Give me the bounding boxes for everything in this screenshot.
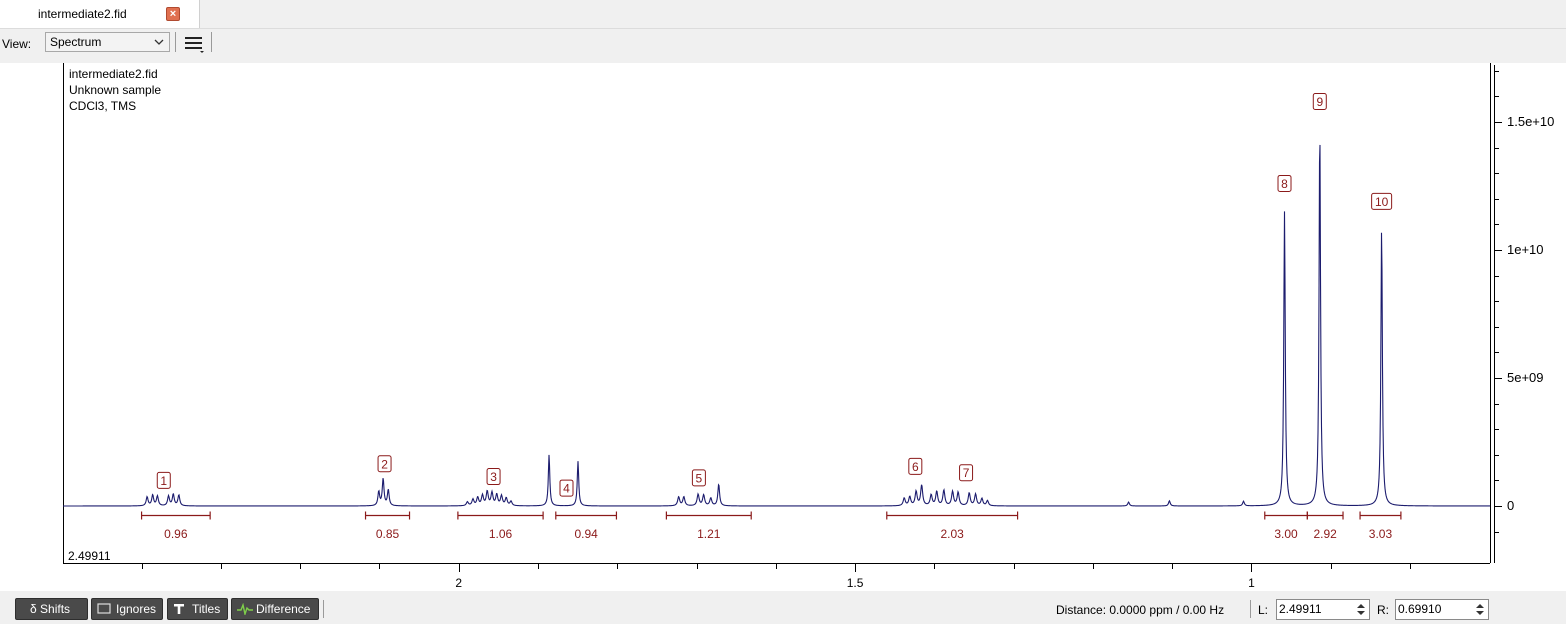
left-limit-spinbox[interactable] [1276,599,1370,620]
integral-value-label: 1.06 [489,527,513,541]
peak-label: 9 [1316,95,1323,109]
view-select[interactable]: Spectrum [45,32,170,52]
chevron-down-icon [154,39,164,45]
difference-button-label: Difference [256,602,311,616]
peak-label-box[interactable] [377,455,392,473]
peak-label-box[interactable] [486,468,501,486]
peak-label-box[interactable] [156,471,171,489]
peak-label: 6 [912,460,919,474]
sample-description: Unknown sample [69,83,162,97]
shifts-button[interactable]: δ Shifts [15,598,88,620]
titles-button[interactable]: Titles [167,598,228,620]
peak-label-box[interactable] [908,457,923,475]
x-tick-label: 1.5 [847,576,864,590]
peak-label-box[interactable] [959,464,974,482]
integral-value-label: 1.21 [697,527,721,541]
peak-label-box[interactable] [1371,192,1393,210]
peak-label: 4 [563,482,570,496]
peak-label: 8 [1281,177,1288,191]
peak-label: 10 [1375,195,1389,209]
view-label: View: [2,37,32,51]
status-bar: δ Shifts Ignores Titles Difference Dista… [0,592,1566,624]
peak-label: 5 [696,471,703,485]
y-tick-label: 5e+09 [1507,370,1544,385]
range-left-readout: 2.49911 [68,549,111,563]
integral-value-label: 2.92 [1314,527,1338,541]
spin-arrows-icon[interactable] [1354,601,1368,618]
integral-value-label: 3.00 [1274,527,1298,541]
ignores-button-label: Ignores [116,602,157,616]
peak-label: 7 [963,466,970,480]
tab-title: intermediate2.fid [38,7,127,21]
tab-bar: intermediate2.fid × [0,0,1566,29]
hamburger-menu-button[interactable] [181,32,207,54]
peak-label-box[interactable] [1312,93,1327,111]
spectrum-trace [63,144,1490,507]
spectrum-chart[interactable]: 2 1.5 1 1.5e+10 1e+10 5e+09 0 0.96 0.85 1.06 0.94 1… [0,63,1566,591]
spin-arrows-icon[interactable] [1473,601,1487,618]
integral-value-label: 2.03 [941,527,965,541]
distance-readout: Distance: 0.0000 ppm / 0.00 Hz [1056,603,1225,617]
integral-value-label: 0.94 [574,527,598,541]
y-tick-label: 1e+10 [1507,242,1544,257]
left-limit-input[interactable] [1279,601,1353,617]
toolbar: View: Spectrum [0,29,1566,58]
peak-label-box[interactable] [1277,174,1292,192]
hamburger-menu-icon [185,37,204,53]
sample-info: intermediate2.fid Unknown sample CDCl3, … [69,66,161,114]
toolbar-separator [211,32,212,52]
tab-intermediate2[interactable]: intermediate2.fid × [0,0,200,28]
title-T-icon [174,604,184,614]
x-tick-label: 1 [1248,576,1255,590]
titles-button-label: Titles [192,602,221,616]
x-tick-label: 2 [455,576,462,590]
ignore-box-icon [97,603,111,614]
tab-close-icon[interactable]: × [166,7,180,21]
spectrum-plot[interactable]: 2 1.5 1 1.5e+10 1e+10 5e+09 0 0.96 0.85 1.06 0.94 1… [0,63,1566,591]
peak-label-box[interactable] [691,469,706,487]
difference-wave-icon [237,603,253,615]
status-separator [323,600,324,618]
y-tick-label: 0 [1507,498,1514,513]
integral-value-label: 0.96 [164,527,188,541]
sample-file-name: intermediate2.fid [69,67,158,81]
status-separator [1250,600,1251,618]
toolbar-separator [175,32,176,52]
left-limit-label: L: [1258,603,1269,617]
right-limit-label: R: [1377,603,1389,617]
shifts-button-label: δ Shifts [30,602,71,616]
integral-value-label: 3.03 [1369,527,1393,541]
peak-label: 2 [381,457,388,471]
difference-button[interactable]: Difference [231,598,319,620]
right-limit-spinbox[interactable] [1395,599,1489,620]
view-select-value: Spectrum [50,35,102,49]
peak-label: 3 [490,470,497,484]
peak-label-box[interactable] [559,479,574,497]
peak-label: 1 [160,474,167,488]
right-limit-input[interactable] [1398,601,1472,617]
sample-solvent: CDCl3, TMS [69,99,137,113]
y-tick-label: 1.5e+10 [1507,114,1554,129]
ignores-button[interactable]: Ignores [91,598,163,620]
integral-value-label: 0.85 [376,527,400,541]
